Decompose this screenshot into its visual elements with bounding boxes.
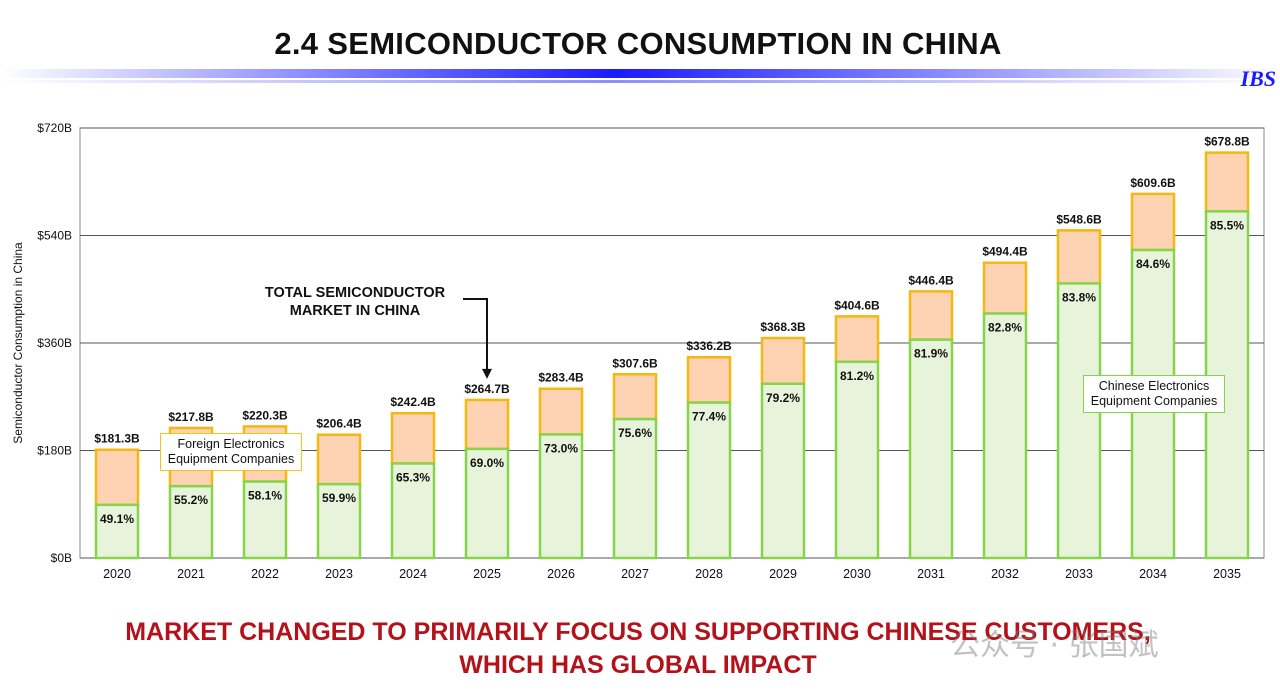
total-value-label: $264.7B	[464, 382, 510, 396]
x-tick-label: 2035	[1213, 567, 1241, 581]
chinese-segment	[390, 462, 436, 560]
foreign-segment	[1056, 229, 1102, 285]
chinese-segment	[94, 503, 140, 560]
x-tick-label: 2030	[843, 567, 871, 581]
x-tick-label: 2031	[917, 567, 945, 581]
share-percent-label: 58.1%	[248, 489, 282, 503]
x-tick-label: 2026	[547, 567, 575, 581]
chinese-segment	[316, 482, 362, 560]
foreign-segment	[1130, 192, 1176, 252]
total-value-label: $206.4B	[316, 417, 362, 431]
x-tick-label: 2020	[103, 567, 131, 581]
watermark: 公众号 · 张国斌	[950, 628, 1159, 663]
chinese-segment	[538, 433, 584, 560]
title-gradient-band	[0, 69, 1280, 83]
footer-message: MARKET CHANGED TO PRIMARILY FOCUS ON SUP…	[0, 616, 1276, 682]
share-percent-label: 84.6%	[1136, 257, 1170, 271]
foreign-segment	[316, 433, 362, 486]
x-tick-label: 2029	[769, 567, 797, 581]
x-tick-label: 2033	[1065, 567, 1093, 581]
total-value-label: $242.4B	[390, 395, 436, 409]
annotation-line-2: MARKET IN CHINA	[289, 303, 421, 319]
total-value-label: $307.6B	[612, 356, 658, 370]
foreign-segment	[686, 355, 732, 404]
total-value-label: $494.4B	[982, 245, 1028, 259]
total-value-label: $548.6B	[1056, 212, 1102, 226]
chinese-segment	[242, 480, 288, 560]
ibs-logo: IBS	[1240, 66, 1276, 91]
chinese-segment	[908, 338, 954, 560]
semiconductor-consumption-chart: $0B $180B $360B $540B $720B Semiconductor Con…	[11, 121, 1265, 581]
share-percent-label: 85.5%	[1210, 218, 1244, 232]
y-tick-label: $360B	[37, 336, 72, 350]
foreign-segment	[1204, 151, 1250, 213]
chinese-segment	[464, 447, 510, 560]
annotation-line-1: TOTAL SEMICONDUCTOR	[264, 285, 446, 301]
y-tick-label: $0B	[51, 551, 72, 565]
foreign-segment	[612, 373, 658, 421]
total-value-label: $404.6B	[834, 298, 880, 312]
share-percent-label: 59.9%	[322, 491, 356, 505]
total-value-label: $446.4B	[908, 273, 954, 287]
x-tick-label: 2032	[991, 567, 1019, 581]
total-value-label: $181.3B	[94, 432, 140, 446]
chinese-segment	[834, 360, 880, 560]
y-axis-label: Semiconductor Consumption in China	[11, 242, 25, 444]
foreign-segment	[464, 398, 510, 451]
chinese-segment	[686, 401, 732, 560]
total-value-label: $678.8B	[1204, 135, 1250, 149]
annotation-arrow-line	[463, 298, 488, 370]
total-value-label: $368.3B	[760, 320, 806, 334]
x-tick-label: 2022	[251, 567, 279, 581]
y-tick-label: $540B	[37, 229, 72, 243]
share-percent-label: 55.2%	[174, 493, 208, 507]
share-percent-label: 75.6%	[618, 426, 652, 440]
foreign-segment	[908, 290, 954, 341]
chinese-segment	[982, 312, 1028, 560]
chinese-segment	[612, 417, 658, 560]
total-value-label: $220.3B	[242, 408, 288, 422]
chinese-segment	[760, 382, 806, 560]
x-tick-label: 2028	[695, 567, 723, 581]
share-percent-label: 81.2%	[840, 369, 874, 383]
foreign-segment	[982, 261, 1028, 315]
x-tick-label: 2024	[399, 567, 427, 581]
share-percent-label: 82.8%	[988, 321, 1022, 335]
total-value-label: $336.2B	[686, 339, 732, 353]
page-title: 2.4 SEMICONDUCTOR CONSUMPTION IN CHINA	[274, 26, 1002, 61]
annotation-arrow-head	[482, 368, 492, 379]
x-tick-label: 2027	[621, 567, 649, 581]
total-market-annotation: TOTAL SEMICONDUCTOR MARKET IN CHINA	[248, 284, 462, 320]
share-percent-label: 79.2%	[766, 391, 800, 405]
share-percent-label: 49.1%	[100, 512, 134, 526]
total-value-label: $609.6B	[1130, 176, 1176, 190]
chinese-segment	[168, 484, 214, 560]
share-percent-label: 69.0%	[470, 456, 504, 470]
share-percent-label: 77.4%	[692, 410, 726, 424]
foreign-segment	[834, 315, 880, 364]
footer-line-2: WHICH HAS GLOBAL IMPACT	[459, 651, 817, 679]
footer-line-1: MARKET CHANGED TO PRIMARILY FOCUS ON SUP…	[125, 618, 1151, 646]
y-tick-label: $180B	[37, 444, 72, 458]
total-value-label: $217.8B	[168, 410, 214, 424]
foreign-segment	[390, 411, 436, 465]
share-percent-label: 83.8%	[1062, 290, 1096, 304]
x-tick-label: 2034	[1139, 567, 1167, 581]
x-tick-label: 2025	[473, 567, 501, 581]
x-tick-label: 2021	[177, 567, 205, 581]
total-value-label: $283.4B	[538, 371, 584, 385]
foreign-segment	[760, 336, 806, 386]
foreign-companies-legend: Foreign Electronics Equipment Companies	[160, 433, 302, 471]
share-percent-label: 73.0%	[544, 441, 578, 455]
share-percent-label: 65.3%	[396, 470, 430, 484]
y-tick-label: $720B	[37, 121, 72, 135]
x-tick-label: 2023	[325, 567, 353, 581]
chinese-segment	[1056, 282, 1102, 560]
foreign-segment	[538, 387, 584, 436]
share-percent-label: 81.9%	[914, 347, 948, 361]
foreign-segment	[94, 448, 140, 507]
chinese-companies-legend: Chinese Electronics Equipment Companies	[1083, 375, 1225, 413]
